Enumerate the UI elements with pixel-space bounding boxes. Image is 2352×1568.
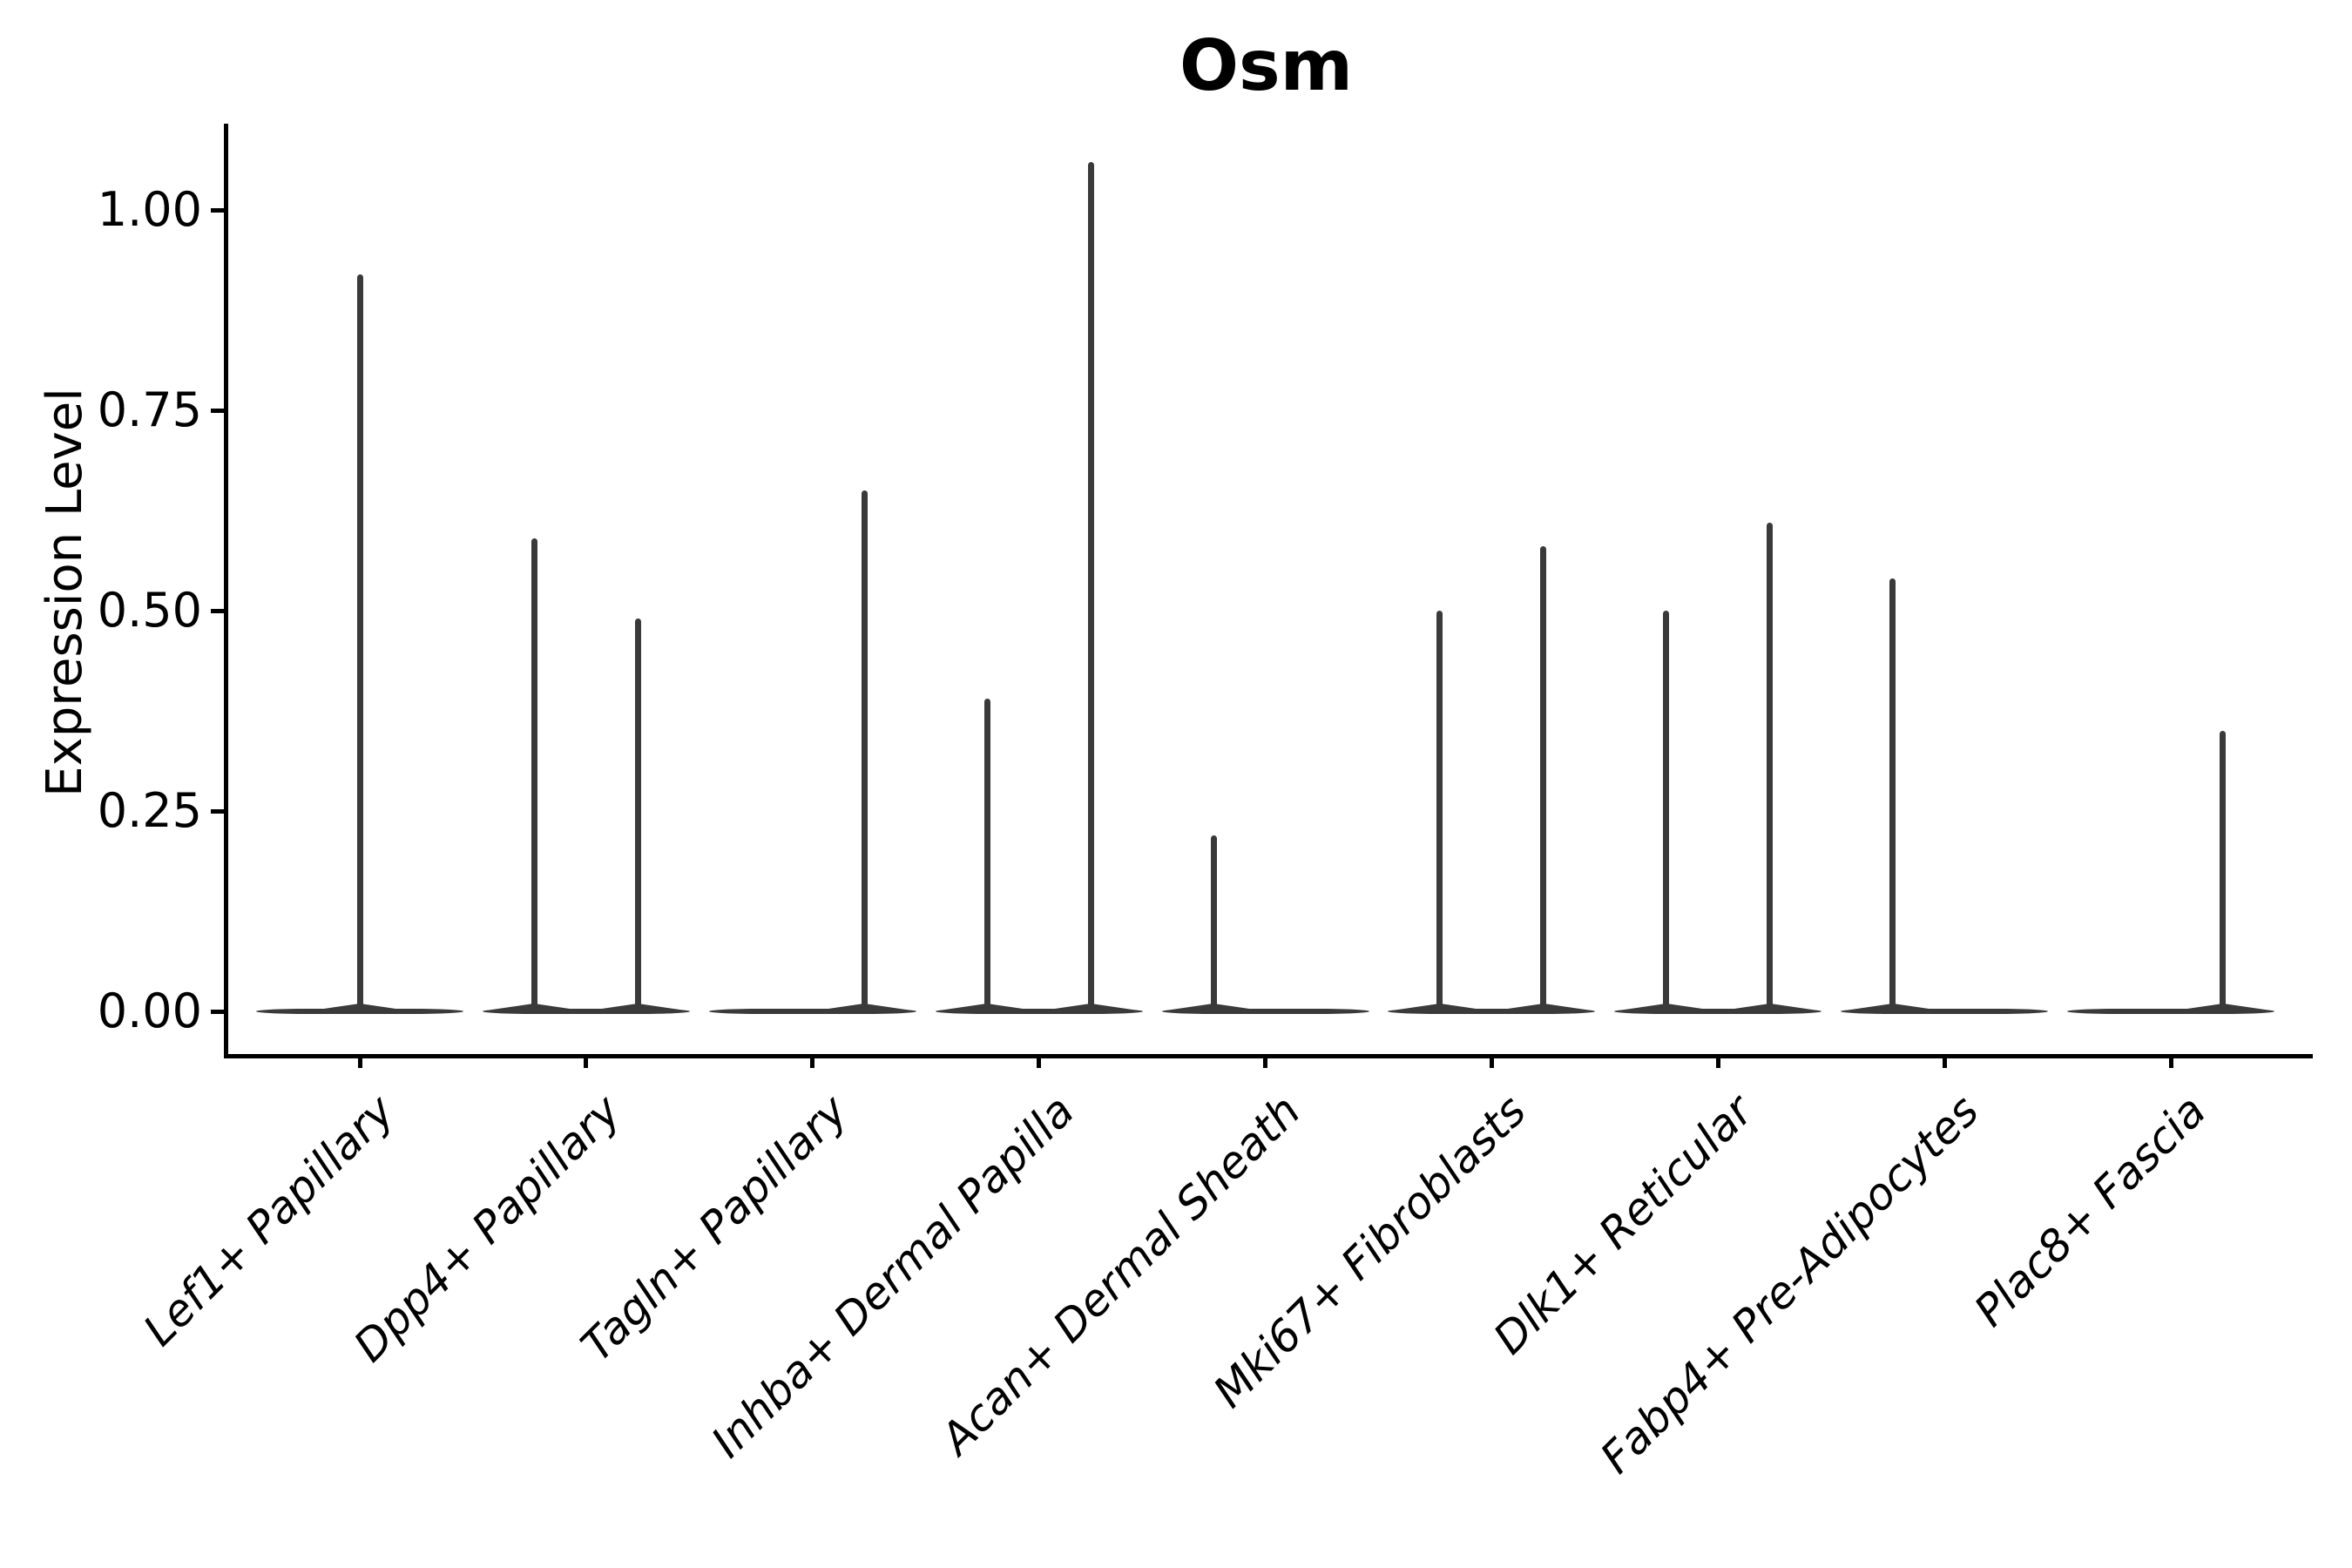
y-tick-mark [211,809,225,814]
x-tick-mark [1037,1054,1042,1068]
violin-baseline [1161,1009,1369,1014]
y-tick-mark [211,409,225,413]
violin-spike [861,490,868,1011]
violin-spike [983,699,990,1011]
x-tick-mark [357,1054,362,1068]
y-tick-mark [211,609,225,613]
violin-spike [1540,546,1547,1011]
violin-baseline [935,1009,1143,1014]
violin-spike [1663,611,1670,1011]
violin-baseline [1841,1009,2049,1014]
y-tick-label: 0.75 [97,382,202,437]
y-tick-label: 0.25 [97,783,202,838]
violin-baseline [482,1009,690,1014]
x-tick-mark [810,1054,815,1068]
violin-baseline [256,1009,463,1014]
violin-baseline [1614,1009,1822,1014]
y-tick-label: 0.00 [97,983,202,1038]
x-tick-mark [1263,1054,1267,1068]
x-tick-label: Plac8+ Fascia [1964,1085,2216,1336]
violin-spike [634,618,641,1011]
plot-area [224,124,2313,1058]
x-tick-mark [584,1054,589,1068]
violin-spike [1767,523,1774,1011]
x-tick-mark [1715,1054,1720,1068]
violin-spike [1889,578,1896,1011]
y-tick-mark [211,208,225,213]
y-tick-label: 0.50 [97,583,202,638]
violin-spike [1087,162,1094,1011]
x-tick-label: Inhba+ Dermal Papilla [701,1085,1084,1468]
x-tick-label: Fabp4+ Pre-Adipocytes [1591,1085,1990,1484]
x-tick-mark [1942,1054,1947,1068]
x-tick-mark [1489,1054,1494,1068]
violin-spike [356,274,363,1011]
x-tick-label: Acan+ Dermal Sheath [930,1085,1310,1464]
y-tick-label: 1.00 [97,182,202,237]
violin-baseline [708,1009,916,1014]
chart-title: Osm [1179,25,1353,106]
x-tick-mark [2168,1054,2173,1068]
violin-baseline [1388,1009,1596,1014]
violin-baseline [2067,1009,2274,1014]
y-tick-mark [211,1010,225,1014]
violin-spike [531,538,537,1011]
violin-spike [2220,731,2226,1011]
violin-spike [1210,835,1217,1011]
violin-spike [1436,611,1443,1011]
